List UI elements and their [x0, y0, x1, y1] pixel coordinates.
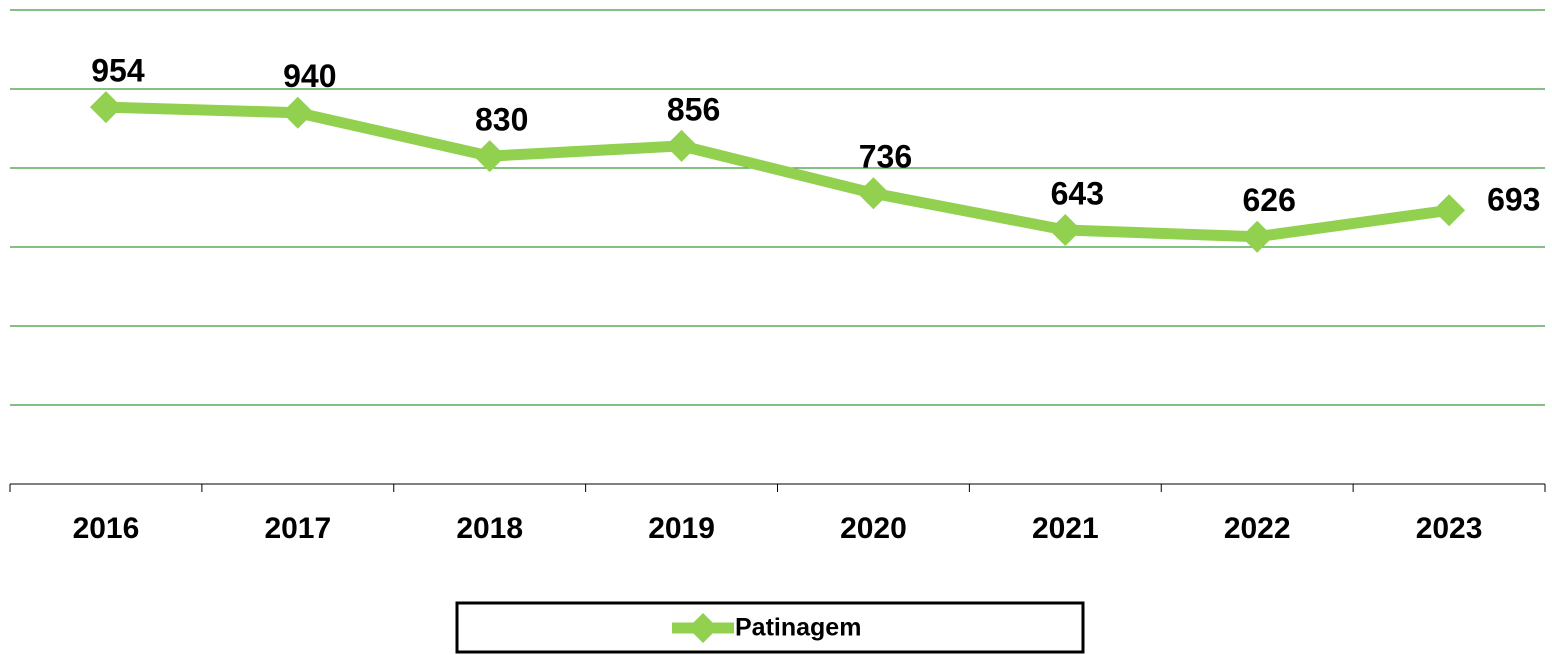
point	[89, 91, 122, 124]
data-label: 736	[859, 139, 912, 175]
legend-marker	[688, 613, 718, 643]
data-label: 643	[1051, 175, 1104, 211]
data-label: 830	[475, 102, 528, 138]
point	[473, 140, 506, 173]
point	[665, 129, 698, 162]
x-tick-label: 2017	[264, 512, 331, 545]
data-label: 954	[91, 53, 145, 89]
x-tick-label: 2019	[648, 512, 715, 545]
point	[1049, 214, 1082, 247]
x-tick-label: 2022	[1224, 512, 1291, 545]
x-tick-label: 2018	[456, 512, 523, 545]
line	[105, 101, 1450, 243]
point	[1433, 194, 1466, 227]
point	[857, 177, 890, 210]
point	[281, 96, 314, 129]
x-tick-label: 2021	[1032, 512, 1099, 545]
point	[1241, 220, 1274, 253]
data-label: 626	[1242, 182, 1295, 218]
x-tick-label: 2023	[1416, 512, 1483, 545]
x-tick-label: 2020	[840, 512, 907, 545]
data-label: 693	[1487, 182, 1540, 218]
x-tick-label: 2016	[73, 512, 140, 545]
data-label: 856	[667, 91, 720, 127]
legend-label: Patinagem	[735, 614, 861, 642]
data-label: 940	[283, 58, 336, 94]
legend-box	[455, 601, 1085, 654]
